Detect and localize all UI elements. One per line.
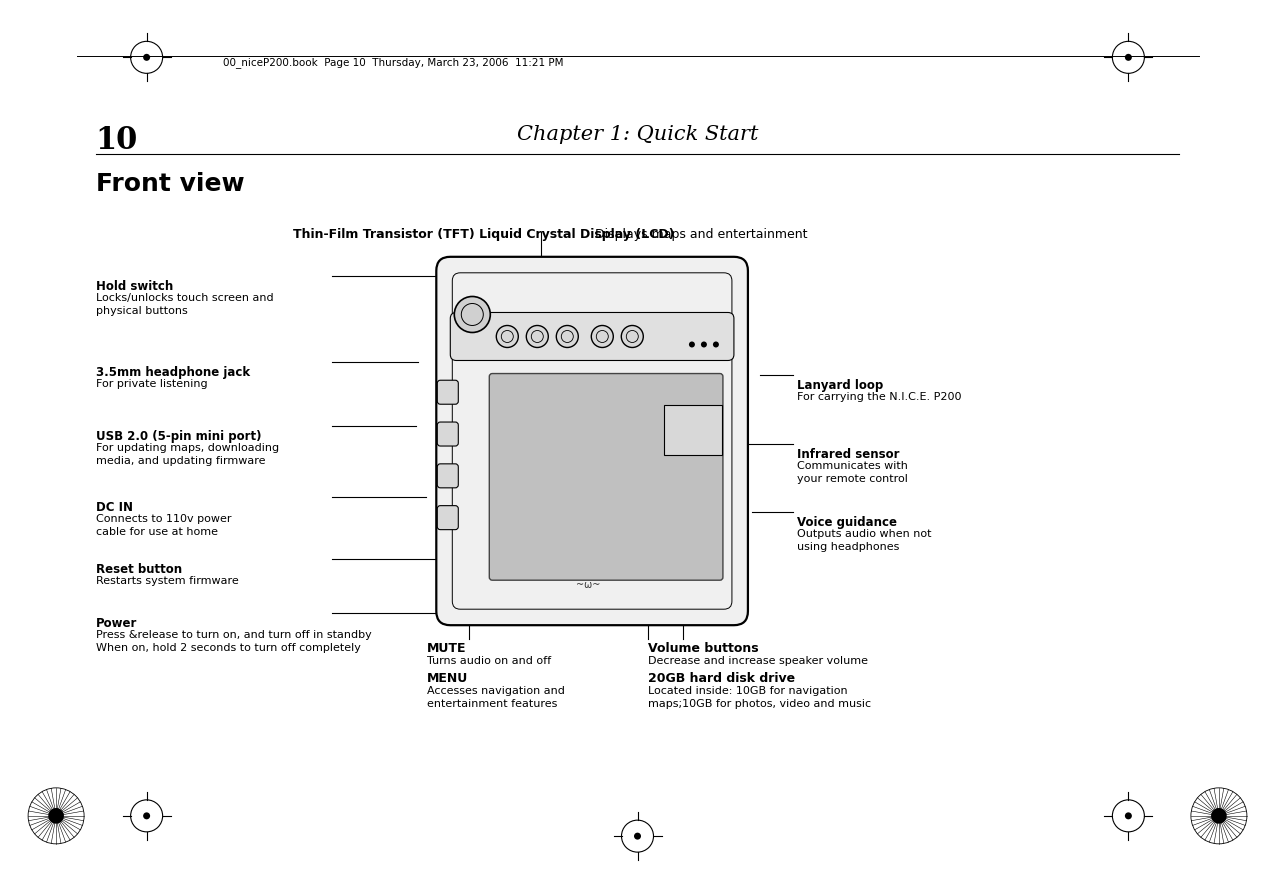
FancyBboxPatch shape <box>437 422 458 446</box>
Circle shape <box>454 296 491 333</box>
Text: 00_niceP200.book  Page 10  Thursday, March 23, 2006  11:21 PM: 00_niceP200.book Page 10 Thursday, March… <box>223 57 564 69</box>
Circle shape <box>1125 812 1132 819</box>
Text: Accesses navigation and
entertainment features: Accesses navigation and entertainment fe… <box>427 686 565 709</box>
Text: Displays maps and entertainment: Displays maps and entertainment <box>592 228 808 241</box>
Text: Hold switch: Hold switch <box>96 280 173 294</box>
Circle shape <box>701 341 706 348</box>
Text: Outputs audio when not
using headphones: Outputs audio when not using headphones <box>797 529 931 552</box>
Text: Reset button: Reset button <box>96 563 182 576</box>
Text: Press &release to turn on, and turn off in standby
When on, hold 2 seconds to tu: Press &release to turn on, and turn off … <box>96 631 371 654</box>
Circle shape <box>1211 808 1227 824</box>
Text: For updating maps, downloading
media, and updating firmware: For updating maps, downloading media, an… <box>96 444 279 467</box>
Text: Power: Power <box>96 617 136 631</box>
Circle shape <box>621 325 644 348</box>
Text: USB 2.0 (5-pin mini port): USB 2.0 (5-pin mini port) <box>96 430 261 444</box>
Text: Infrared sensor: Infrared sensor <box>797 448 899 461</box>
Text: Restarts system firmware: Restarts system firmware <box>96 576 238 586</box>
Text: Locks/unlocks touch screen and
physical buttons: Locks/unlocks touch screen and physical … <box>96 294 273 317</box>
Circle shape <box>48 808 64 824</box>
Text: Turns audio on and off: Turns audio on and off <box>427 656 551 666</box>
Text: For carrying the N.I.C.E. P200: For carrying the N.I.C.E. P200 <box>797 392 961 402</box>
Circle shape <box>143 54 150 61</box>
Circle shape <box>527 325 548 348</box>
Text: Decrease and increase speaker volume: Decrease and increase speaker volume <box>648 656 868 666</box>
Bar <box>664 405 722 455</box>
Text: Located inside: 10GB for navigation
maps;10GB for photos, video and music: Located inside: 10GB for navigation maps… <box>648 686 871 709</box>
Circle shape <box>556 325 579 348</box>
FancyBboxPatch shape <box>437 380 458 404</box>
Text: 10: 10 <box>96 125 138 156</box>
Text: Lanyard loop: Lanyard loop <box>797 379 884 392</box>
Circle shape <box>496 325 519 348</box>
Text: Front view: Front view <box>96 172 245 196</box>
Text: DC IN: DC IN <box>96 501 133 514</box>
Text: Volume buttons: Volume buttons <box>648 642 759 655</box>
Text: 20GB hard disk drive: 20GB hard disk drive <box>648 672 794 685</box>
Text: MUTE: MUTE <box>427 642 467 655</box>
Text: Communicates with
your remote control: Communicates with your remote control <box>797 461 908 484</box>
Circle shape <box>688 341 695 348</box>
Text: For private listening: For private listening <box>96 379 208 389</box>
Text: MENU: MENU <box>427 672 468 685</box>
Text: ~ω~: ~ω~ <box>576 580 601 590</box>
Text: 3.5mm headphone jack: 3.5mm headphone jack <box>96 366 250 379</box>
Circle shape <box>713 341 719 348</box>
Text: Voice guidance: Voice guidance <box>797 516 896 529</box>
FancyBboxPatch shape <box>450 312 734 361</box>
FancyBboxPatch shape <box>437 464 458 488</box>
Circle shape <box>634 833 641 840</box>
Circle shape <box>143 812 150 819</box>
Circle shape <box>592 325 613 348</box>
FancyBboxPatch shape <box>490 374 723 580</box>
Circle shape <box>1125 54 1132 61</box>
Text: Connects to 110v power
cable for use at home: Connects to 110v power cable for use at … <box>96 514 231 537</box>
FancyBboxPatch shape <box>437 505 458 530</box>
Text: Thin-Film Transistor (TFT) Liquid Crystal Display (LCD): Thin-Film Transistor (TFT) Liquid Crysta… <box>293 228 674 241</box>
FancyBboxPatch shape <box>436 257 748 625</box>
Text: Chapter 1: Quick Start: Chapter 1: Quick Start <box>516 125 759 145</box>
